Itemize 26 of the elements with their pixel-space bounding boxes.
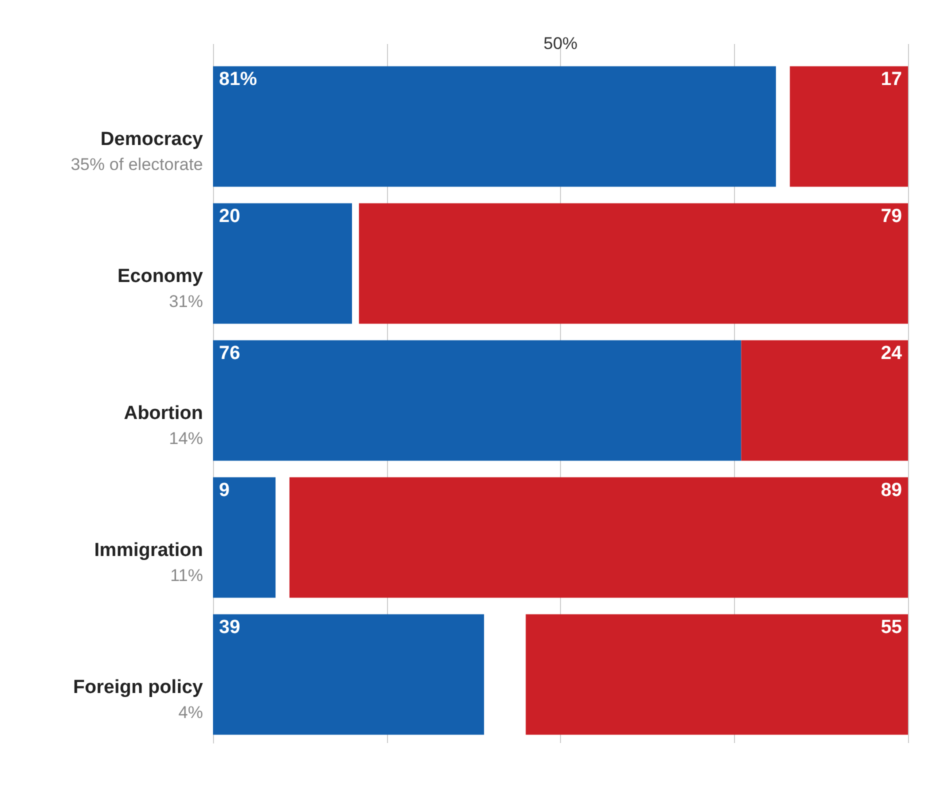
data-label: 79: [880, 206, 902, 228]
data-label: 17: [880, 69, 902, 90]
bar: [213, 203, 352, 324]
bar: [213, 66, 776, 187]
bar: [358, 203, 908, 324]
bar: [213, 614, 484, 735]
y-tick-label: Foreign policy 4%: [73, 677, 204, 722]
y-tick-label: Immigration 11%: [94, 540, 203, 585]
bar: [213, 340, 742, 461]
data-label: 9: [219, 480, 230, 502]
data-label: 89: [880, 480, 902, 502]
bar: [289, 477, 908, 598]
x-tick-label: 50%: [543, 34, 578, 53]
data-label: 20: [219, 206, 240, 228]
data-label: 76: [219, 343, 240, 364]
data-label: 39: [219, 617, 240, 638]
y-tick-label: Democracy 35% of electorate: [70, 129, 204, 174]
bar: [741, 340, 908, 461]
data-label: 24: [880, 343, 902, 364]
y-tick-label: Abortion 14%: [124, 403, 203, 448]
data-label: 55: [880, 617, 902, 638]
bar: [526, 614, 908, 735]
bar: [790, 66, 908, 187]
data-label: 81%: [219, 69, 258, 90]
y-tick-label: Economy 31%: [117, 266, 204, 311]
bar: [213, 477, 276, 598]
